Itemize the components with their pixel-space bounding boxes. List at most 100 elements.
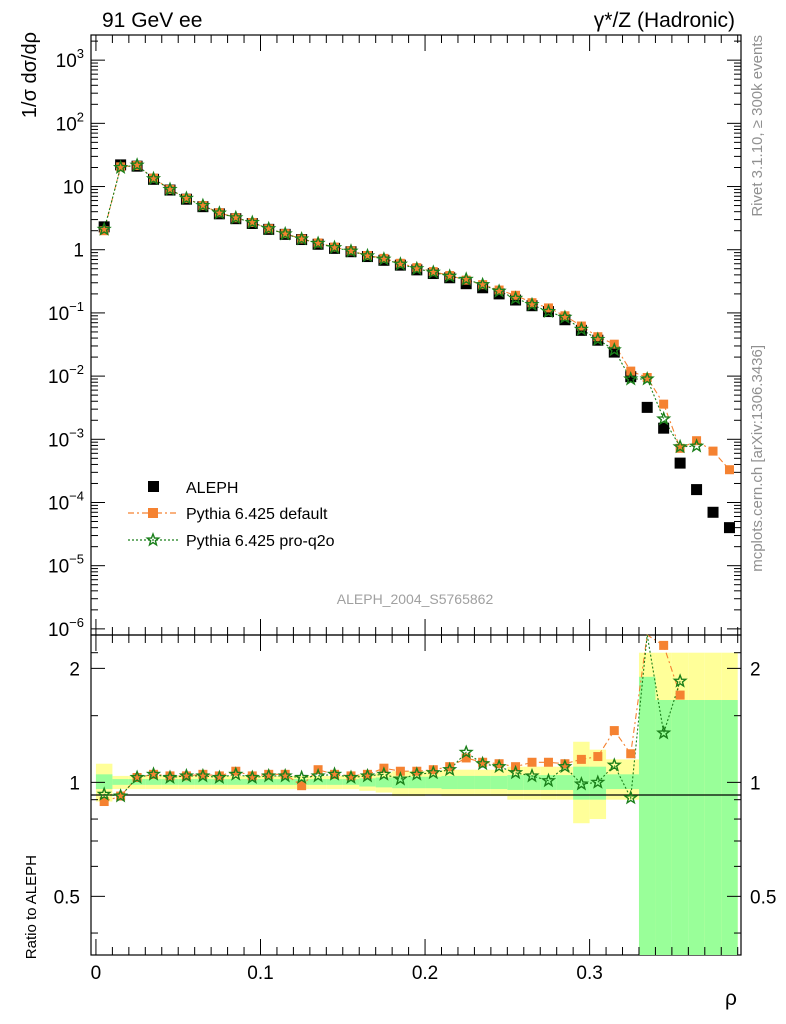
ratio-band-green	[227, 779, 245, 785]
ratio-band-green	[211, 779, 228, 785]
ratio-pythia-pro-q2o-point	[162, 769, 178, 785]
ratio-pythia-default-point	[99, 797, 109, 807]
ratio-pythia-pro-q2o-point	[228, 766, 244, 781]
ratio-y-tick-label-left: 2	[69, 659, 80, 680]
pythia-pro-q2o-point	[376, 251, 392, 266]
pythia-pro-q2o-point	[540, 303, 557, 319]
main-y-tick-label: 10−6	[48, 615, 84, 641]
x-tick-label: 0.1	[247, 963, 273, 984]
legend-label-aleph: ALEPH	[186, 480, 238, 497]
x-tick-label: 0	[91, 963, 102, 984]
main-y-tick-label: 102	[56, 109, 84, 135]
pythia-default-point	[330, 242, 340, 252]
ratio-pythia-pro-q2o-point	[129, 769, 145, 785]
pythia-default-point	[379, 253, 389, 263]
pythia-default-point	[346, 246, 356, 256]
pythia-pro-q2o-point	[557, 309, 573, 324]
right-title: γ*/Z (Hadronic)	[594, 9, 735, 32]
ratio-band-green	[556, 775, 574, 790]
ratio-band-green	[244, 779, 261, 785]
pythia-default-point	[313, 238, 323, 248]
pythia-default-point	[659, 399, 669, 409]
pythia-pro-q2o-point	[277, 225, 293, 241]
ratio-band-green	[622, 774, 639, 790]
ratio-pythia-pro-q2o-point	[573, 776, 590, 791]
main-panel-marks	[96, 157, 735, 534]
ratio-pythia-pro-q2o-point	[491, 758, 507, 774]
ratio-pythia-default-point	[297, 781, 307, 791]
aleph-point	[674, 457, 686, 469]
ratio-pythia-pro-q2o-point	[672, 673, 688, 688]
ratio-pythia-pro-q2o-point	[195, 767, 211, 783]
ratio-pythia-default-point	[445, 762, 455, 772]
ratio-pythia-default-point	[576, 754, 586, 764]
aleph-point	[707, 506, 719, 518]
ratio-band-green	[95, 774, 113, 790]
ratio-band-green	[671, 700, 689, 955]
ratio-pythia-default-point	[412, 766, 422, 776]
ratio-pythia-pro-q2o-point	[392, 771, 409, 786]
ratio-pythia-default-point	[675, 690, 685, 700]
main-y-tick-label: 103	[56, 46, 84, 72]
legend-marker-pythia-pro-q2o	[145, 532, 161, 547]
pythia-pro-q2o-point	[145, 170, 162, 186]
pythia-pro-q2o-point	[656, 410, 672, 426]
ratio-band-green	[638, 676, 656, 955]
pythia-default-point	[165, 184, 175, 194]
ratio-band-green	[178, 779, 195, 785]
legend-label-pythia-default: Pythia 6.425 default	[186, 506, 328, 523]
ratio-pythia-pro-q2o-point	[113, 788, 129, 803]
ratio-band-green	[655, 700, 672, 955]
pythia-pro-q2o-point	[178, 190, 195, 205]
main-y-tick-label: 10−4	[48, 488, 84, 514]
ratio-pythia-default-point	[165, 771, 175, 781]
pythia-pro-q2o-point	[112, 159, 129, 175]
main-line-pythia-pro-q2o	[103, 164, 697, 448]
ratio-pythia-pro-q2o-point	[145, 766, 162, 781]
ratio-pythia-pro-q2o-point	[623, 789, 639, 805]
pythia-pro-q2o-point	[623, 370, 639, 386]
ratio-band-green	[194, 779, 212, 785]
pythia-default-point	[264, 224, 274, 234]
pythia-pro-q2o-point	[211, 205, 227, 220]
ratio-pythia-default-point	[149, 769, 159, 779]
pythia-pro-q2o-point	[442, 268, 458, 283]
main-y-tick-label: 10−5	[48, 552, 84, 578]
pythia-pro-q2o-point	[606, 341, 622, 357]
pythia-pro-q2o-point	[573, 321, 590, 336]
ratio-pythia-default-point	[198, 769, 208, 779]
pythia-default-point	[297, 234, 307, 244]
x-axis-label: ρ	[725, 987, 737, 1010]
ratio-pythia-default-point	[560, 759, 570, 769]
ratio-band-green	[721, 700, 738, 955]
ratio-y-tick-label-left: 1	[69, 773, 80, 794]
pythia-pro-q2o-point	[195, 197, 211, 212]
ratio-pythia-pro-q2o-point	[326, 766, 343, 781]
ratio-band-green	[490, 775, 508, 790]
ratio-pythia-default-point	[362, 769, 372, 779]
main-y-axis-label: 1/σ dσ/dρ	[19, 32, 41, 118]
analysis-tag: ALEPH_2004_S5765862	[337, 591, 494, 607]
pythia-default-point	[543, 303, 553, 313]
x-tick-label: 0.3	[576, 963, 602, 984]
ratio-band-green	[688, 700, 705, 955]
ratio-pythia-pro-q2o-point	[359, 767, 376, 783]
aleph-point	[723, 522, 735, 534]
pythia-pro-q2o-point	[524, 296, 540, 312]
main-y-tick-label: 10−3	[48, 425, 84, 451]
ratio-pythia-default-point	[346, 771, 356, 781]
pythia-default-point	[362, 251, 372, 261]
pythia-pro-q2o-point	[310, 235, 326, 250]
pythia-pro-q2o-point	[96, 221, 112, 236]
pythia-default-point	[149, 173, 159, 183]
ratio-pythia-default-point	[330, 769, 340, 779]
pythia-default-point	[132, 161, 142, 171]
aleph-point	[658, 422, 670, 434]
pythia-default-point	[494, 285, 504, 295]
ratio-band-green	[145, 779, 162, 785]
pythia-default-point	[214, 208, 224, 218]
pythia-pro-q2o-point	[359, 247, 376, 263]
pythia-default-point	[231, 213, 241, 223]
ratio-pythia-pro-q2o-point	[178, 767, 195, 783]
